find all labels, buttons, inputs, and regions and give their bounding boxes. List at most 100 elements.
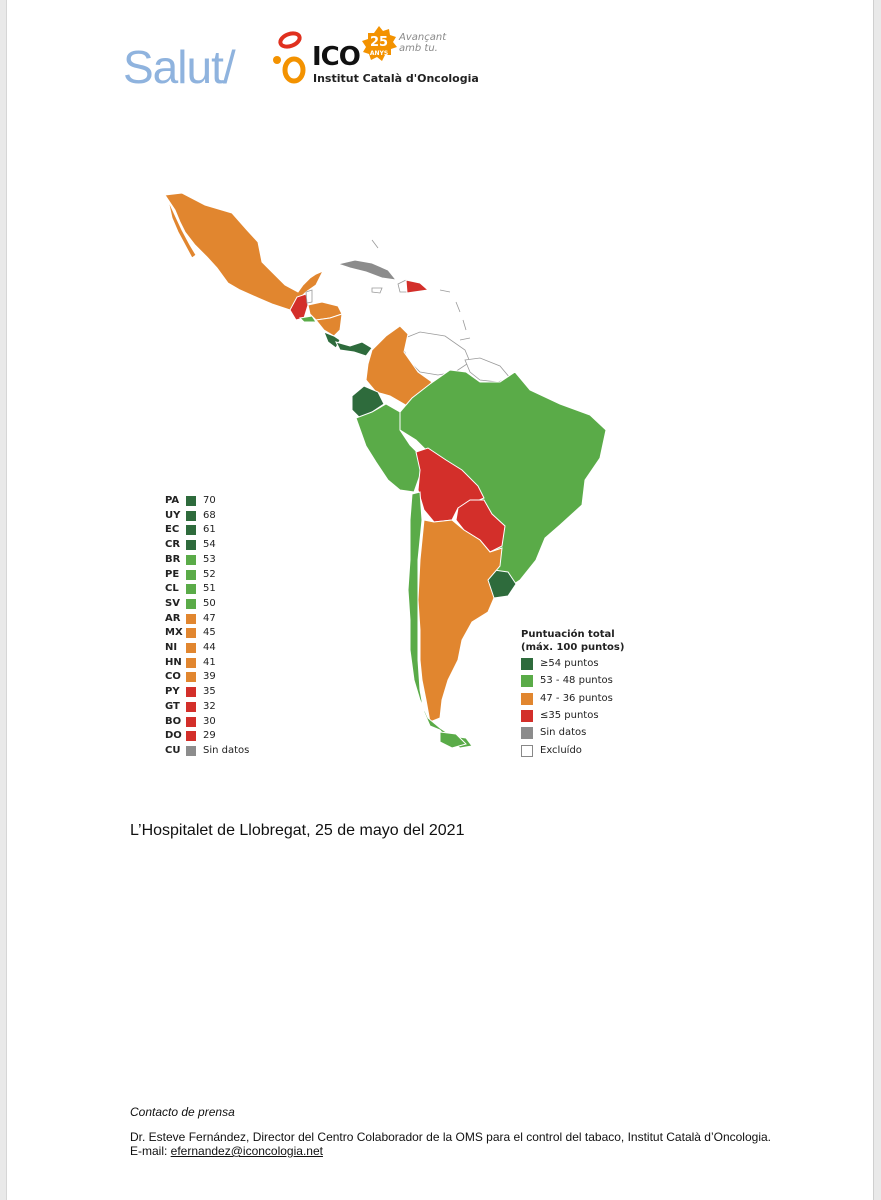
country-score-row: CU Sin datos xyxy=(160,745,270,758)
score-swatch xyxy=(186,657,196,668)
salut-logo: Salut/ xyxy=(123,41,236,93)
country-code: GT xyxy=(165,700,180,712)
country-cuba xyxy=(336,259,398,281)
anniversary-badge: 25 ANYS xyxy=(362,26,397,61)
country-score-row: CL 51 xyxy=(160,583,270,596)
country-code: UY xyxy=(165,509,181,521)
score-swatch xyxy=(186,540,196,551)
country-score-row: AR 47 xyxy=(160,613,270,626)
tierra-del-fuego xyxy=(439,731,467,749)
country-nicaragua xyxy=(315,313,343,337)
country-dominican-republic xyxy=(405,279,430,294)
country-code: BO xyxy=(165,715,182,727)
scale-label: Excluído xyxy=(540,744,582,756)
score-swatch xyxy=(186,643,196,653)
score-swatch xyxy=(186,672,196,683)
dateline: L’Hospitalet de Llobregat, 25 de mayo de… xyxy=(130,822,465,839)
country-mexico xyxy=(164,192,325,311)
score-swatch xyxy=(186,525,196,536)
country-panama xyxy=(335,341,373,357)
scale-item: 47 - 36 puntos xyxy=(521,692,661,706)
country-score-value: 54 xyxy=(203,539,216,551)
scale-swatch xyxy=(521,744,533,757)
country-code: PA xyxy=(165,495,180,506)
country-code: DO xyxy=(165,730,182,742)
score-swatch xyxy=(186,598,196,609)
scale-item: ≥54 puntos xyxy=(521,658,661,671)
scale-item: Excluído xyxy=(521,744,661,758)
country-chile xyxy=(407,491,473,749)
scale-item: Sin datos xyxy=(521,727,661,740)
country-score-value: 39 xyxy=(203,671,216,683)
country-score-value: 44 xyxy=(203,642,216,653)
scale-title-line2: (máx. 100 puntos) xyxy=(521,642,625,653)
country-score-value: 50 xyxy=(203,597,216,609)
scale-swatch xyxy=(521,658,533,670)
press-contact-title: Contacto de prensa xyxy=(130,1105,235,1119)
country-score-value: 51 xyxy=(203,583,216,595)
country-score-row: PY 35 xyxy=(160,686,270,699)
tagline-line1: Avançant xyxy=(399,32,447,43)
score-swatch xyxy=(186,687,196,698)
caribbean-islands xyxy=(371,239,471,341)
country-score-value: 32 xyxy=(203,700,216,712)
country-score-row: BO 30 xyxy=(160,716,270,729)
country-score-row: EC 61 xyxy=(160,524,270,537)
country-score-value: 53 xyxy=(203,553,216,565)
country-score-value: 35 xyxy=(203,686,216,698)
country-score-row: CR 54 xyxy=(160,539,270,552)
country-paraguay xyxy=(455,499,506,553)
country-code: AR xyxy=(165,612,181,624)
country-score-value: 52 xyxy=(203,568,216,580)
country-score-value: 45 xyxy=(203,627,216,639)
country-code: NI xyxy=(165,642,178,653)
country-score-row: SV 50 xyxy=(160,598,270,611)
scale-label: 53 - 48 puntos xyxy=(540,675,613,687)
score-swatch xyxy=(186,701,196,712)
scale-swatch xyxy=(521,709,533,722)
country-code: PE xyxy=(165,568,180,580)
country-score-value: 29 xyxy=(203,730,216,742)
country-score-value: 47 xyxy=(203,612,216,624)
scale-label: ≤35 puntos xyxy=(540,709,599,721)
country-el-salvador xyxy=(298,315,317,323)
country-code: CR xyxy=(165,539,181,551)
scale-item: 53 - 48 puntos xyxy=(521,675,661,688)
country-score-value: 61 xyxy=(203,524,216,536)
score-swatch xyxy=(186,716,196,727)
press-email-link[interactable]: efernandez@iconcologia.net xyxy=(170,1144,323,1158)
country-belize xyxy=(305,289,313,304)
score-swatch xyxy=(186,731,196,742)
scale-swatch xyxy=(521,692,533,705)
score-scale-legend: Puntuación total (máx. 100 puntos) ≥54 p… xyxy=(521,628,625,757)
scale-label: ≥54 puntos xyxy=(540,658,599,669)
scale-label: Sin datos xyxy=(540,727,587,739)
country-code: SV xyxy=(165,597,180,609)
score-swatch xyxy=(186,628,196,639)
country-score-value: 30 xyxy=(203,715,216,727)
country-score-value: 41 xyxy=(203,656,216,668)
scale-title-line1: Puntuación total xyxy=(521,629,615,640)
country-score-row: PA 70 xyxy=(160,495,270,508)
press-contact-text: Dr. Esteve Fernández, Director del Centr… xyxy=(130,1130,780,1158)
country-score-value: Sin datos xyxy=(203,744,250,756)
country-code: CU xyxy=(165,744,181,756)
press-contact-body: Dr. Esteve Fernández, Director del Centr… xyxy=(130,1130,771,1158)
country-code: MX xyxy=(165,627,183,639)
country-code: PY xyxy=(165,686,180,698)
institute-name: Institut Català d'Oncologia xyxy=(313,72,479,85)
tagline-line2: amb tu. xyxy=(399,43,438,54)
country-score-row: NI 44 xyxy=(160,642,270,655)
score-swatch xyxy=(186,584,196,595)
country-score-value: 70 xyxy=(203,495,216,506)
ico-logo-mark xyxy=(273,31,306,84)
country-code: CL xyxy=(165,583,179,595)
country-score-value: 68 xyxy=(203,509,216,521)
score-swatch xyxy=(186,510,196,521)
country-score-row: GT 32 xyxy=(160,701,270,714)
anniversary-number: 25 xyxy=(370,35,388,50)
country-code: CO xyxy=(165,671,181,683)
scale-item: ≤35 puntos xyxy=(521,709,661,723)
country-score-row: MX 45 xyxy=(160,627,270,640)
scale-swatch xyxy=(521,675,533,688)
